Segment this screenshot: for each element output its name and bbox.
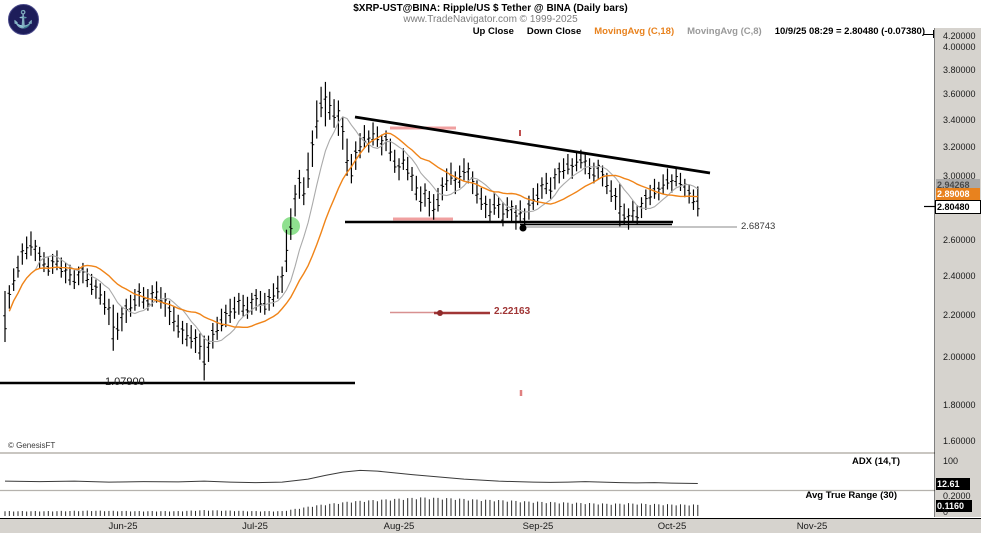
genesisft-watermark: © GenesisFT (8, 441, 56, 450)
date-label-Aug-25: Aug-25 (383, 521, 415, 532)
chart-title: $XRP-UST@BINA: Ripple/US $ Tether @ BINA… (353, 3, 628, 14)
price-box-2-89008: 2.89008 (936, 188, 980, 200)
price-box-2-94268: 2.94268 (936, 178, 980, 191)
atr-scale-zero: 0 (943, 507, 949, 517)
level-dot-2-22163 (437, 310, 443, 316)
date-axis[interactable] (0, 517, 981, 533)
date-label-Sep-25: Sep-25 (522, 521, 554, 532)
axis-price-label: 1.80000 (943, 399, 976, 410)
support-anchor-dot (519, 224, 527, 232)
legend-down-close[interactable]: Down Close (526, 26, 582, 37)
adx-scale-top: 100 (943, 456, 959, 466)
axis-price-label: 1.60000 (943, 436, 976, 446)
atr-value-box: 0.1160 (936, 500, 972, 512)
website-copyright: www.TradeNavigator.com © 1999-2025 (403, 14, 578, 25)
legend-ma8[interactable]: MovingAvg (C,8) (687, 26, 762, 37)
legend-endmark (923, 30, 934, 38)
date-label-Jun-25: Jun-25 (108, 521, 138, 532)
ma8-line[interactable] (8, 116, 699, 343)
axis-price-label: 3.00000 (943, 170, 976, 181)
legend-quote: 10/9/25 08:29 = 2.80480 (-0.07380) (774, 26, 925, 37)
axis-price-label: 3.60000 (943, 89, 976, 100)
adx-value-box: 12.61 (936, 478, 970, 490)
genesis-anchor-logo-icon: ⚓ (8, 4, 39, 35)
atr-scale-top: 0.2000 (943, 491, 971, 501)
descending-trendline[interactable] (354, 115, 711, 175)
axis-price-label: 3.40000 (943, 114, 976, 125)
adx-panel-label: ADX (14,T) (851, 456, 900, 467)
axis-price-label: 4.00000 (943, 41, 976, 52)
level-label-2-68743[interactable]: 2.68743 (741, 221, 776, 232)
price-axis[interactable] (935, 28, 981, 517)
price-box-2-80480: 2.80480 (935, 200, 981, 214)
axis-price-label: 2.40000 (943, 270, 976, 281)
axis-price-label: 4.20000 (943, 31, 976, 41)
ma18-line[interactable] (8, 132, 698, 329)
level-label-1-07900[interactable]: 1.07900 (105, 376, 145, 388)
axis-price-label: 2.20000 (943, 309, 976, 320)
date-label-Jul-25: Jul-25 (242, 521, 268, 532)
legend-ma18[interactable]: MovingAvg (C,18) (594, 26, 675, 37)
legend-up-close[interactable]: Up Close (472, 26, 514, 37)
level-label-2-22163[interactable]: 2.22163 (494, 306, 531, 317)
adx-line[interactable] (4, 469, 698, 485)
date-label-Oct-25: Oct-25 (657, 521, 687, 532)
axis-price-label: 2.00000 (943, 352, 976, 363)
atr-panel-label: Avg True Range (30) (805, 490, 897, 501)
axis-price-label: 2.60000 (943, 234, 976, 245)
legend: Up Close Down Close MovingAvg (C,18) Mov… (473, 26, 925, 37)
axis-price-label: 3.80000 (943, 64, 976, 75)
date-label-Nov-25: Nov-25 (796, 521, 828, 532)
axis-price-label: 3.20000 (943, 141, 976, 152)
